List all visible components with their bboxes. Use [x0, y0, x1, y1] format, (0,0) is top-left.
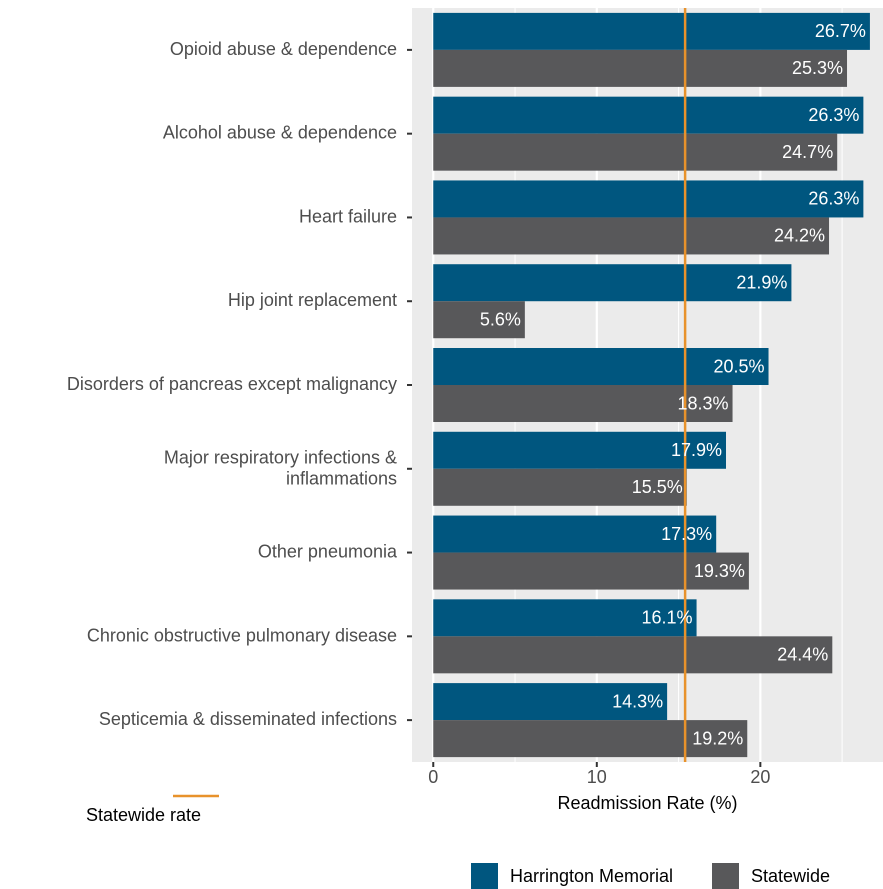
bar: [433, 599, 697, 637]
legend-swatch: [471, 863, 498, 889]
legend-label: Statewide: [751, 866, 830, 886]
y-tick-label: Heart failure: [299, 206, 397, 226]
bar: [433, 217, 830, 255]
bar: [433, 515, 717, 553]
value-label: 18.3%: [677, 393, 728, 413]
bar: [433, 683, 668, 721]
y-tick-label: Alcohol abuse & dependence: [163, 122, 397, 142]
value-label: 15.5%: [632, 477, 683, 497]
value-label: 19.3%: [694, 561, 745, 581]
bar: [433, 180, 864, 218]
bar: [433, 468, 687, 506]
value-label: 24.7%: [782, 142, 833, 162]
bar: [433, 12, 870, 50]
value-label: 17.3%: [661, 524, 712, 544]
y-tick-label: Major respiratory infections & inflammati…: [164, 447, 397, 488]
bar: [433, 133, 838, 171]
x-tick-label: 0: [428, 767, 438, 787]
legend-label: Statewide rate: [86, 805, 201, 825]
bar: [433, 385, 733, 422]
bar: [433, 264, 792, 302]
x-axis-title: Readmission Rate (%): [557, 793, 737, 813]
value-label: 26.3%: [808, 189, 859, 209]
y-tick-label: Other pneumonia: [258, 541, 398, 561]
value-label: 25.3%: [792, 58, 843, 78]
bar: [433, 49, 848, 87]
value-label: 21.9%: [736, 272, 787, 292]
legend-label: Harrington Memorial: [510, 866, 673, 886]
y-tick-label: Chronic obstructive pulmonary disease: [87, 625, 397, 645]
value-label: 26.7%: [815, 21, 866, 41]
value-label: 26.3%: [808, 105, 859, 125]
value-label: 16.1%: [642, 608, 693, 628]
bar: [433, 636, 833, 674]
bar: [433, 96, 864, 134]
bar: [433, 431, 726, 469]
x-tick-label: 20: [750, 767, 770, 787]
y-tick-label: Hip joint replacement: [228, 290, 397, 310]
bar: [433, 348, 769, 385]
y-tick-label: Disorders of pancreas except malignancy: [67, 374, 397, 394]
legend-swatch: [712, 863, 739, 889]
bar: [433, 301, 525, 339]
value-label: 24.4%: [777, 645, 828, 665]
value-label: 20.5%: [713, 356, 764, 376]
value-label: 19.2%: [692, 728, 743, 748]
y-tick-label: Opioid abuse & dependence: [170, 39, 397, 59]
value-label: 14.3%: [612, 691, 663, 711]
y-tick-label: Septicemia & disseminated infections: [99, 709, 397, 729]
value-label: 24.2%: [774, 226, 825, 246]
bar: [433, 720, 748, 758]
value-label: 17.9%: [671, 440, 722, 460]
x-tick-label: 10: [587, 767, 607, 787]
value-label: 5.6%: [480, 309, 521, 329]
bar: [433, 552, 749, 590]
